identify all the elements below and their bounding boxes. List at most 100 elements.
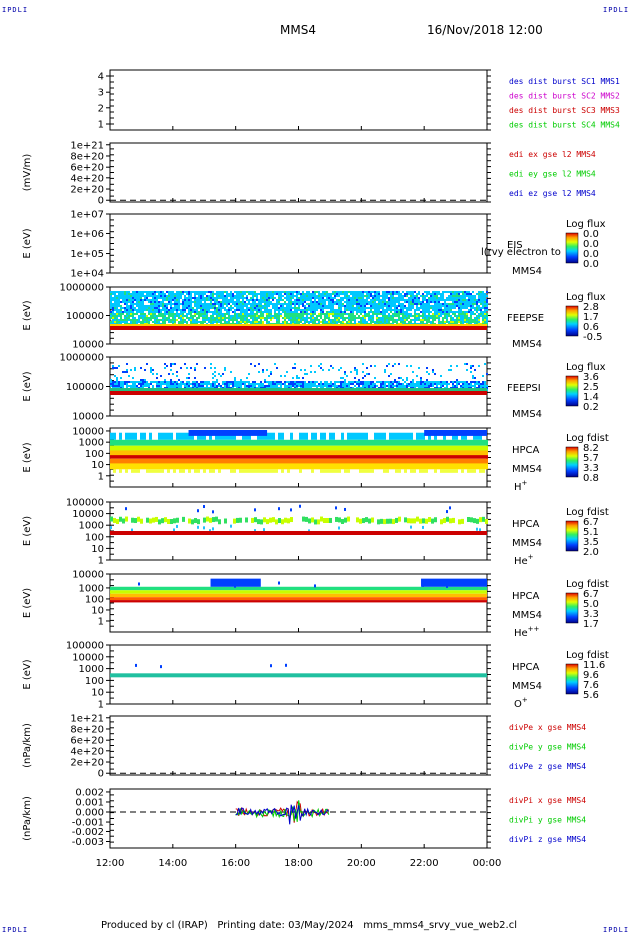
spectrogram-cell [410,383,412,385]
spectrogram-cell [474,377,476,379]
spectrogram-cell [350,299,352,301]
spectrogram-cell [406,295,408,297]
spectrogram-cell [266,299,268,301]
spectrogram-cell [156,315,158,317]
spectrogram-cell [170,295,172,297]
spectrogram-cell [332,297,334,299]
spectrogram-cell [212,303,214,305]
spectrogram-cell [416,303,418,305]
spectrogram-cell [286,309,288,311]
spectrogram-cell [142,311,144,313]
spectrogram-cell [338,463,341,470]
spectrogram-cell [470,371,472,373]
spectrogram-cell [426,383,428,385]
spectrogram-cell [384,319,386,321]
spectrogram-cell [144,291,146,293]
spectrogram-cell [206,315,208,317]
colorbar-title: Log flux [566,362,606,373]
spectrogram-cell [220,309,222,311]
spectrogram-cell [356,299,358,301]
spectrogram-cell [348,303,350,305]
spectrogram-cell [130,315,132,317]
spectrogram-cell [438,303,440,305]
spectrogram-cell [312,319,314,321]
spectrogram-cell [330,313,332,315]
spectrogram-cell [244,315,246,317]
spectrogram-cell [239,469,242,473]
spectrogram-cell [410,299,412,301]
spectrogram-cell [410,301,412,303]
spectrogram-cell [298,293,300,295]
spectrogram-cell [378,295,380,297]
spectrogram-cell [208,311,210,313]
spectrogram-cell [298,383,300,385]
spectrogram-cell [388,383,390,385]
spectrogram-cell [448,297,450,299]
spectrogram-cell [180,311,182,313]
y-tick-label: 10000 [72,412,104,423]
spectrogram-cell [420,305,422,307]
spectrogram-cell [458,463,461,470]
spectrogram-cell [262,305,264,307]
spectrogram-cell [464,303,466,305]
spectrogram-cell [368,311,370,313]
spectrogram-cell [227,458,230,465]
spectrogram-cell [330,311,332,313]
spectrogram-cell [454,311,456,313]
spectrogram-cell [464,293,466,295]
spectrogram-cell [288,293,290,295]
spectrogram-cell [474,307,476,309]
spectrogram-cell [270,371,272,373]
spectrogram-cell [364,383,366,385]
spectrogram-cell [124,303,126,305]
spectrogram-cell [485,450,488,457]
spectrogram-cell [218,315,220,317]
spectrogram-cell [218,458,221,465]
spectrogram-cell [444,301,446,303]
spectrogram-cell [470,317,472,319]
spectrogram-cell [406,365,408,367]
spectrogram-cell [140,311,142,313]
spectrogram-cell [376,291,378,293]
spectrogram-cell [162,321,164,323]
spectrogram-cell [396,293,398,295]
spectrogram-cell [116,313,118,315]
spectrogram-cell [140,445,143,452]
spectrogram-cell [404,439,407,446]
spectrogram-cell [274,291,276,293]
spectrogram-cell [276,321,278,323]
spectrogram-cell [179,469,182,473]
spectrogram-cell [436,383,438,385]
spectrogram-cell [234,297,236,299]
spectrogram-cell [402,299,404,301]
spectrogram-cell [238,385,240,387]
spectrogram-cell [394,293,396,295]
spectrogram-cell [418,381,420,383]
spectrogram-cell [306,307,308,309]
spectrogram-cell [407,432,410,440]
spectrogram-cell [350,309,352,311]
spectrogram-cell [400,303,402,305]
spectrogram-cell [464,319,466,321]
spectrogram-cell [384,369,386,371]
spectrogram-cell [222,383,224,385]
spectrogram-cell [348,295,350,297]
spectrogram-cell [280,293,282,295]
spectrogram-cell [132,385,134,387]
spectrogram-cell [430,311,432,313]
colorbar-tick: 0.8 [583,473,599,484]
spectrogram-cell [132,377,134,379]
spectrogram-cell [362,445,365,452]
spectrogram-cell [132,305,134,307]
spectrogram-cell [318,319,320,321]
spectrogram-cell [308,455,311,459]
spectrogram-cell [426,367,428,369]
spectrogram-cell [198,307,200,309]
y-tick-label: 100 [85,449,104,460]
spectrogram-cell [482,455,485,459]
spectrogram-cell [120,311,122,313]
spectrogram-cell [128,450,131,457]
spectrogram-cell [260,301,262,303]
spectrogram-cell [326,450,329,457]
spectrogram-cell [246,377,248,379]
